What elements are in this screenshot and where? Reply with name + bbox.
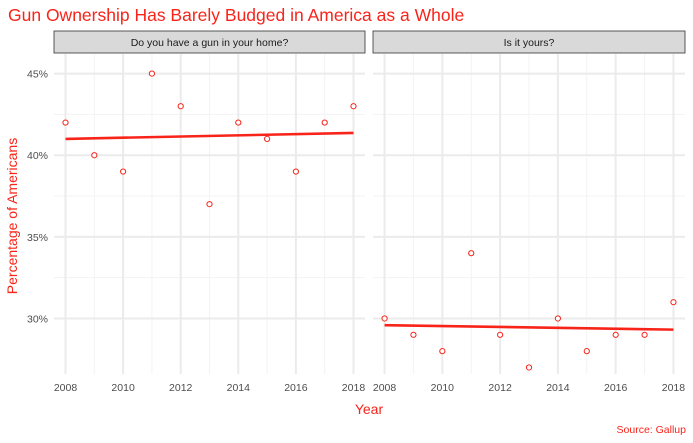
data-point — [91, 152, 98, 159]
data-point — [177, 103, 184, 110]
data-point — [206, 201, 213, 208]
x-tick-label: 2018 — [342, 382, 366, 394]
y-tick-label: 40% — [27, 150, 48, 162]
source-caption: Source: Gallup — [617, 424, 687, 436]
data-point — [410, 331, 417, 338]
y-tick-label: 30% — [27, 313, 48, 325]
facet-panel-2: Is it yours? 2008 2010 2012 2014 2016 2018 — [372, 30, 686, 394]
x-tick-label: 2018 — [662, 382, 686, 394]
x-tick-label: 2012 — [488, 382, 512, 394]
data-point — [525, 364, 533, 371]
facet-strip — [53, 30, 366, 54]
data-point — [292, 168, 299, 175]
x-tick-label: 2010 — [431, 382, 455, 394]
data-point — [120, 168, 127, 175]
x-tick-label: 2016 — [284, 382, 308, 394]
data-point — [62, 119, 69, 126]
data-point — [468, 250, 475, 257]
trend-line — [65, 131, 354, 141]
x-axis-title: Year — [355, 401, 384, 417]
data-point — [148, 70, 156, 77]
data-point — [350, 103, 357, 110]
data-point — [263, 135, 271, 142]
data-point — [381, 315, 388, 322]
facet-strip-label: Do you have a gun in your home? — [131, 37, 289, 49]
data-point — [235, 119, 242, 126]
facet-strip — [372, 30, 686, 54]
facet-panel-1: Do you have a gun in your home? 2008 2010 2… — [27, 30, 366, 394]
data-point — [321, 119, 328, 126]
data-point — [641, 331, 648, 338]
chart-title: Gun Ownership Has Barely Budged in Ameri… — [8, 5, 464, 25]
trend-line — [384, 323, 674, 331]
x-tick-label: 2016 — [604, 382, 628, 394]
facet-strip-label: Is it yours? — [504, 37, 555, 49]
data-point — [583, 348, 590, 355]
x-tick-label: 2012 — [169, 382, 193, 394]
x-tick-label: 2014 — [546, 382, 570, 394]
data-point — [497, 331, 504, 338]
data-point — [612, 331, 619, 338]
y-axis-title: Percentage of Americans — [4, 138, 20, 294]
data-point — [439, 348, 446, 355]
data-point — [670, 299, 677, 306]
data-point — [554, 315, 561, 322]
x-tick-label: 2008 — [373, 382, 397, 394]
y-tick-label: 45% — [27, 69, 48, 81]
x-tick-label: 2008 — [54, 382, 78, 394]
x-tick-label: 2010 — [111, 382, 135, 394]
x-tick-label: 2014 — [227, 382, 251, 394]
y-tick-label: 35% — [27, 232, 48, 244]
